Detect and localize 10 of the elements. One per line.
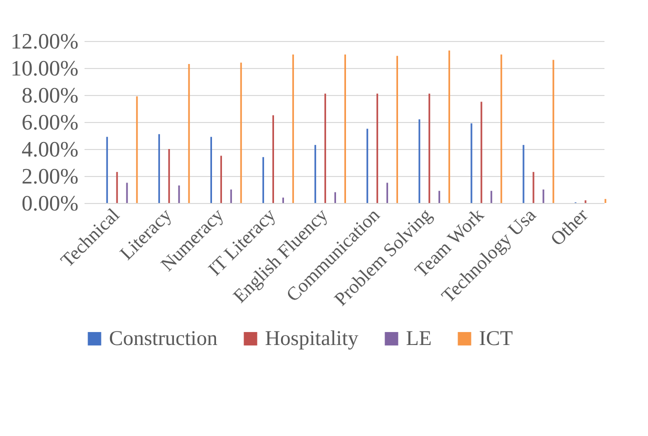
y-tick-label: 6.00% <box>22 110 78 134</box>
legend-label: ICT <box>479 326 513 350</box>
legend-label: LE <box>406 326 432 350</box>
legend-label: Construction <box>109 326 218 350</box>
y-tick-label: 10.00% <box>10 56 78 80</box>
y-tick-label: 12.00% <box>10 28 78 54</box>
y-tick-label: 4.00% <box>22 136 78 162</box>
y-tick-label: 2.00% <box>22 164 78 188</box>
legend-label: Hospitality <box>265 326 359 350</box>
y-tick-label: 8.00% <box>22 82 78 108</box>
